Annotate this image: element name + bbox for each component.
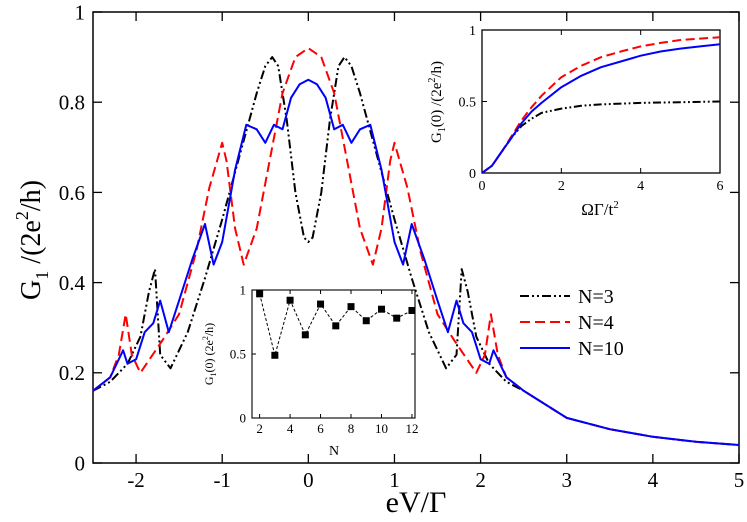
inset-bottom-axis-ticks: 2 4 6 8 10 12 0 0.5 1 — [230, 283, 419, 436]
inset-top-x-tick-label: 4 — [637, 179, 644, 194]
inset-top-axis-ticks: 0 2 4 6 0 0.5 1 — [459, 24, 724, 194]
main-plot-frame — [92, 11, 740, 464]
inset-bottom-series-g1-0-vs-n — [259, 293, 413, 356]
legend: N=3 N=4 N=10 — [520, 286, 624, 360]
main-y-tick-label: 1 — [75, 0, 86, 24]
main-series-n-3 — [92, 56, 740, 446]
inset-bottom-x-axis-label: N — [329, 444, 339, 459]
legend-label-n4: N=4 — [578, 312, 614, 334]
inset-bottom-background — [252, 290, 415, 418]
inset-bottom-x-tick-label: 2 — [256, 421, 263, 436]
inset-bottom-data-point — [256, 290, 264, 298]
inset-top-y-tick-label: 0 — [469, 167, 476, 182]
main-y-tick-label: 0.2 — [59, 361, 85, 385]
inset-bottom-y-tick-label: 0 — [240, 411, 247, 426]
inset-bottom-x-tick-label: 12 — [405, 421, 418, 436]
inset-top-y-tick-label: 1 — [469, 24, 476, 39]
inset-top-y-tick-label: 0.5 — [459, 95, 477, 110]
legend-label-n3: N=3 — [578, 286, 614, 308]
inset-bottom-x-tick-label: 10 — [375, 421, 388, 436]
main-y-tick-label: 0.8 — [59, 91, 85, 115]
inset-top-y-axis-label: G1(0) /(2e2/h) — [427, 61, 448, 143]
inset-top-series-group — [481, 36, 721, 174]
inset-bottom-x-tick-label: 4 — [287, 421, 294, 436]
inset-bottom-data-point — [393, 314, 401, 322]
main-x-tick-label: 3 — [561, 468, 572, 492]
main-y-tick-label: 0.6 — [59, 181, 85, 205]
inset-bottom-y-tick-label: 1 — [240, 283, 247, 298]
inset-bottom-data-point — [362, 317, 370, 325]
main-x-tick-label: 2 — [475, 468, 486, 492]
inset-top-x-tick-label: 0 — [479, 179, 486, 194]
inset-bottom-data-point — [332, 322, 340, 330]
main-y-tick-label: 0.4 — [59, 271, 86, 295]
inset-bottom-x-tick-label: 6 — [317, 421, 324, 436]
inset-top-x-axis-label: ΩΓ/t2 — [581, 199, 618, 219]
main-x-tick-label: 5 — [734, 468, 745, 492]
inset-top-series-n-10 — [481, 43, 721, 174]
main-x-tick-label: 4 — [648, 468, 659, 492]
inset-bottom-data-point — [286, 296, 294, 304]
main-x-tick-label: 1 — [389, 468, 400, 492]
main-series-n-4 — [92, 47, 740, 446]
inset-bottom-y-tick-label: 0.5 — [230, 347, 246, 362]
inset-bottom-data-point — [301, 331, 309, 339]
main-x-tick-label: -1 — [213, 468, 231, 492]
inset-top-x-tick-label: 2 — [558, 179, 565, 194]
main-y-tick-label: 0 — [75, 451, 86, 475]
inset-top-x-tick-label: 6 — [717, 179, 724, 194]
main-series-n-10 — [92, 78, 740, 446]
main-series-group — [92, 47, 740, 446]
inset-bottom-data-point — [271, 351, 279, 359]
inset-top-series-n-3 — [481, 100, 721, 174]
main-x-axis-label: eV/Γ — [386, 486, 447, 519]
legend-label-n10: N=10 — [578, 338, 624, 360]
inset-top-series-n-4 — [481, 36, 721, 174]
inset-bottom-data-point — [317, 300, 325, 308]
inset-bottom-series-group — [256, 290, 416, 359]
main-y-axis-label: G1 /(2e2/h) — [12, 180, 52, 300]
inset-bottom-x-tick-label: 8 — [348, 421, 355, 436]
inset-bottom-data-point — [347, 303, 355, 311]
inset-bottom-data-point — [408, 306, 416, 314]
inset-bottom-y-axis-label: G1(0) (2e2/h) — [201, 323, 218, 385]
inset-bottom-data-point — [377, 305, 385, 313]
main-axis-ticks: -2 -1 0 1 2 3 4 500.20.40.60.81 — [59, 0, 745, 492]
main-x-tick-label: -2 — [127, 468, 145, 492]
main-x-tick-label: 0 — [303, 468, 314, 492]
